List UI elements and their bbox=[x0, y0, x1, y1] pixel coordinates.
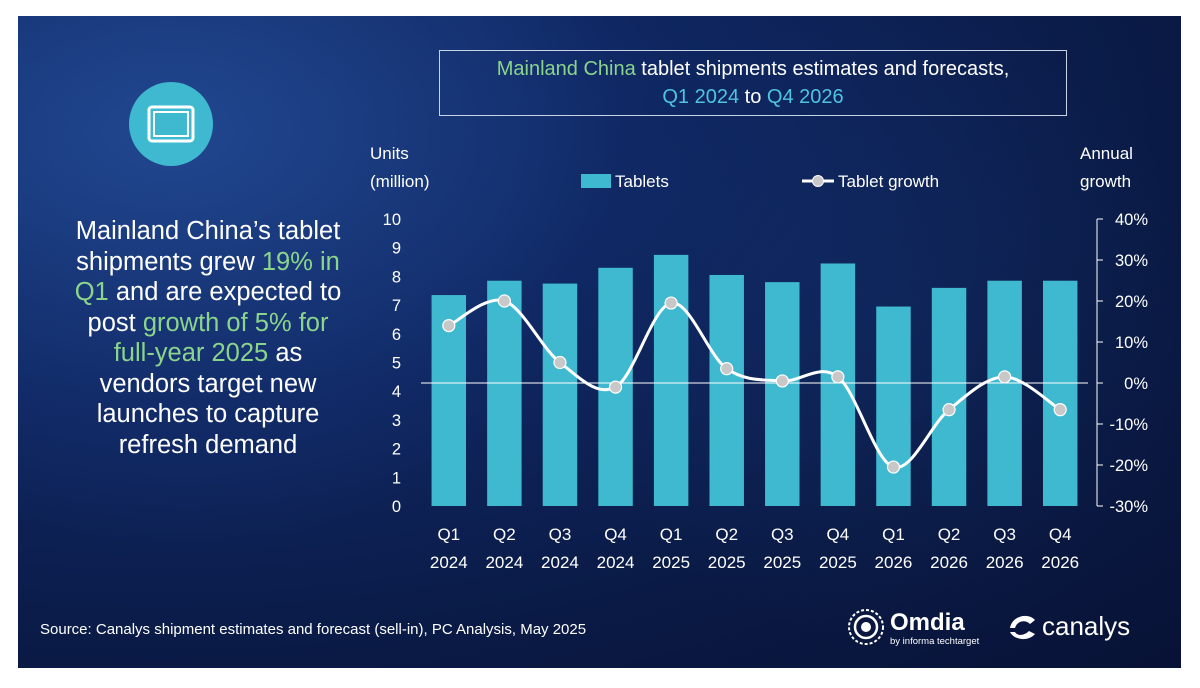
headline-line: Q1 and are expected to bbox=[74, 278, 342, 306]
title-connector: to bbox=[739, 86, 767, 108]
left-tick-label: 8 bbox=[392, 268, 401, 286]
tablet-icon bbox=[129, 82, 213, 166]
right-axis-label: Annual bbox=[1080, 144, 1133, 163]
legend-label: Tablets bbox=[615, 172, 669, 191]
source-note: Source: Canalys shipment estimates and f… bbox=[40, 621, 587, 638]
bar bbox=[542, 283, 578, 506]
bar bbox=[1042, 280, 1078, 506]
legend-bar-swatch bbox=[581, 174, 611, 188]
growth-marker bbox=[497, 294, 511, 308]
x-tick-label-year: 2024 bbox=[541, 553, 579, 572]
headline-text: Mainland China’s tablet shipments grew 1… bbox=[28, 216, 388, 460]
title-region: Mainland China bbox=[496, 58, 636, 80]
left-axis-label: Units bbox=[370, 144, 409, 163]
omdia-logo-icon: Omdia by informa techtarget bbox=[846, 604, 986, 650]
x-tick-label-quarter: Q2 bbox=[938, 525, 961, 544]
x-tick-label-year: 2024 bbox=[430, 553, 468, 572]
x-tick-label-quarter: Q1 bbox=[882, 525, 905, 544]
x-tick-label-year: 2026 bbox=[1041, 553, 1079, 572]
right-tick-label: -30% bbox=[1109, 498, 1148, 516]
bar bbox=[931, 287, 967, 506]
bar bbox=[820, 263, 856, 506]
x-tick-label-quarter: Q3 bbox=[771, 525, 794, 544]
x-tick-label-quarter: Q1 bbox=[437, 525, 460, 544]
x-tick-label-year: 2024 bbox=[485, 553, 523, 572]
chart-title: Mainland China tablet shipments estimate… bbox=[439, 50, 1067, 116]
bar bbox=[709, 274, 744, 506]
left-axis-label: (million) bbox=[370, 172, 430, 191]
left-tick-label: 9 bbox=[392, 240, 401, 258]
growth-marker bbox=[720, 362, 734, 376]
left-tick-label: 4 bbox=[392, 383, 401, 401]
svg-text:by informa techtarget: by informa techtarget bbox=[890, 636, 980, 647]
left-tick-label: 0 bbox=[392, 498, 401, 516]
left-tick-label: 5 bbox=[392, 355, 401, 373]
left-tick-label: 7 bbox=[392, 297, 401, 315]
combo-chart: Units (million) Annual growth Tablets Tablet … bbox=[370, 144, 1148, 572]
x-tick-label-year: 2025 bbox=[708, 553, 746, 572]
title-text: tablet shipments estimates and forecasts… bbox=[635, 58, 1010, 80]
headline-line: shipments grew 19% in bbox=[76, 247, 340, 276]
x-tick-label-year: 2026 bbox=[930, 553, 968, 572]
bar bbox=[987, 280, 1022, 506]
growth-marker bbox=[664, 296, 678, 310]
right-tick-label: 30% bbox=[1115, 252, 1148, 270]
x-tick-label-quarter: Q3 bbox=[993, 525, 1016, 544]
x-tick-label-quarter: Q2 bbox=[493, 525, 516, 544]
growth-marker bbox=[942, 403, 956, 417]
x-tick-label-year: 2025 bbox=[763, 553, 801, 572]
growth-marker bbox=[775, 374, 789, 388]
left-tick-label: 3 bbox=[392, 412, 401, 430]
growth-marker bbox=[608, 380, 623, 394]
right-tick-label: 0% bbox=[1124, 375, 1148, 393]
right-tick-label: 40% bbox=[1115, 211, 1148, 229]
headline-line: launches to capture bbox=[96, 400, 320, 428]
canalys-logo-icon: canalys bbox=[1002, 606, 1162, 646]
infographic-panel: Mainland China tablet shipments estimate… bbox=[18, 16, 1181, 668]
headline-line: post growth of 5% for bbox=[87, 308, 329, 337]
svg-text:canalys: canalys bbox=[1042, 611, 1130, 641]
growth-marker bbox=[1053, 403, 1067, 417]
left-tick-label: 10 bbox=[383, 211, 401, 229]
headline-line: full-year 2025 as bbox=[113, 339, 303, 367]
bar bbox=[876, 306, 911, 506]
x-tick-label-year: 2026 bbox=[986, 553, 1024, 572]
left-tick-label: 6 bbox=[392, 326, 401, 344]
right-tick-label: 20% bbox=[1115, 293, 1148, 311]
x-tick-label-quarter: Q2 bbox=[715, 525, 738, 544]
left-tick-label: 2 bbox=[392, 441, 401, 459]
growth-marker bbox=[831, 370, 845, 384]
growth-marker bbox=[553, 355, 567, 370]
growth-marker bbox=[886, 460, 901, 474]
legend-label: Tablet growth bbox=[838, 172, 939, 191]
right-axis-label: growth bbox=[1080, 172, 1131, 191]
left-tick-label: 1 bbox=[392, 469, 401, 487]
title-start-period: Q1 2024 bbox=[662, 86, 740, 108]
x-tick-label-quarter: Q3 bbox=[549, 525, 572, 544]
right-tick-label: -20% bbox=[1109, 457, 1148, 475]
bar bbox=[765, 282, 800, 506]
right-tick-label: -10% bbox=[1109, 416, 1148, 434]
bar bbox=[487, 280, 522, 506]
x-tick-label-year: 2024 bbox=[597, 553, 635, 572]
x-tick-label-quarter: Q1 bbox=[660, 525, 683, 544]
growth-line bbox=[448, 298, 1062, 469]
x-tick-label-year: 2025 bbox=[819, 553, 857, 572]
headline-line: Mainland China’s tablet bbox=[75, 217, 341, 245]
title-end-period: Q4 2026 bbox=[766, 86, 844, 108]
x-tick-label-quarter: Q4 bbox=[827, 525, 850, 544]
headline-line: refresh demand bbox=[118, 430, 298, 459]
bar bbox=[653, 254, 689, 506]
x-tick-label-quarter: Q4 bbox=[1049, 525, 1072, 544]
x-tick-label-year: 2025 bbox=[652, 553, 690, 572]
svg-text:Omdia: Omdia bbox=[890, 609, 965, 636]
x-tick-label-quarter: Q4 bbox=[604, 525, 627, 544]
growth-marker bbox=[998, 370, 1012, 384]
growth-marker bbox=[442, 319, 456, 333]
x-tick-label-year: 2026 bbox=[875, 553, 913, 572]
headline-line: vendors target new bbox=[99, 369, 317, 398]
right-tick-label: 10% bbox=[1115, 334, 1148, 352]
legend-line-marker bbox=[812, 175, 824, 187]
